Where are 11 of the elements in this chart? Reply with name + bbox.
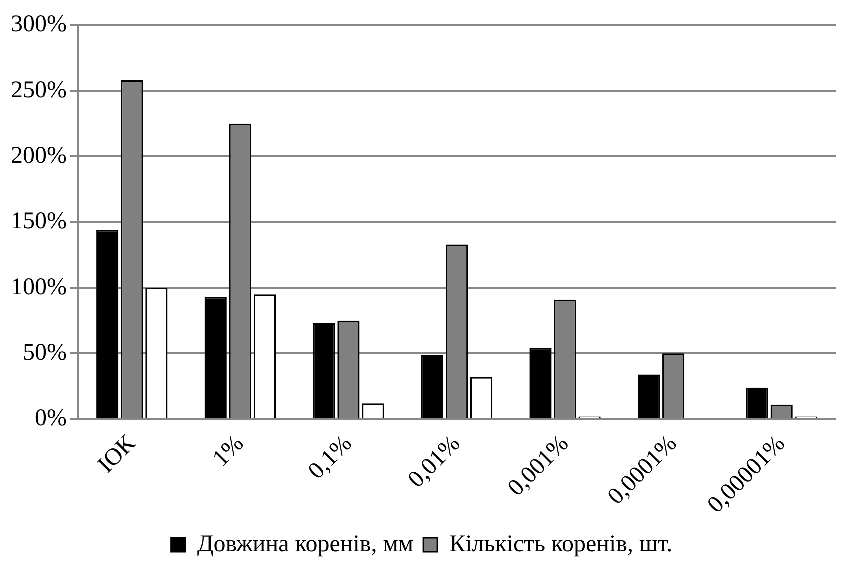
y-tick-label: 300%	[10, 12, 67, 38]
legend-label: Кількість коренів, шт.	[450, 531, 673, 558]
y-tick-label: 0%	[34, 406, 67, 432]
x-tick-label: ІОК	[93, 430, 142, 478]
legend-label: Довжина коренів, мм	[197, 531, 414, 558]
y-tick-label: 50%	[22, 340, 67, 366]
y-tick-label: 200%	[10, 143, 67, 170]
x-tick-label: 1%	[208, 430, 250, 472]
y-tick-label: 100%	[10, 274, 67, 300]
y-tick-label: 150%	[10, 208, 67, 235]
y-tick-label: 250%	[10, 77, 67, 104]
